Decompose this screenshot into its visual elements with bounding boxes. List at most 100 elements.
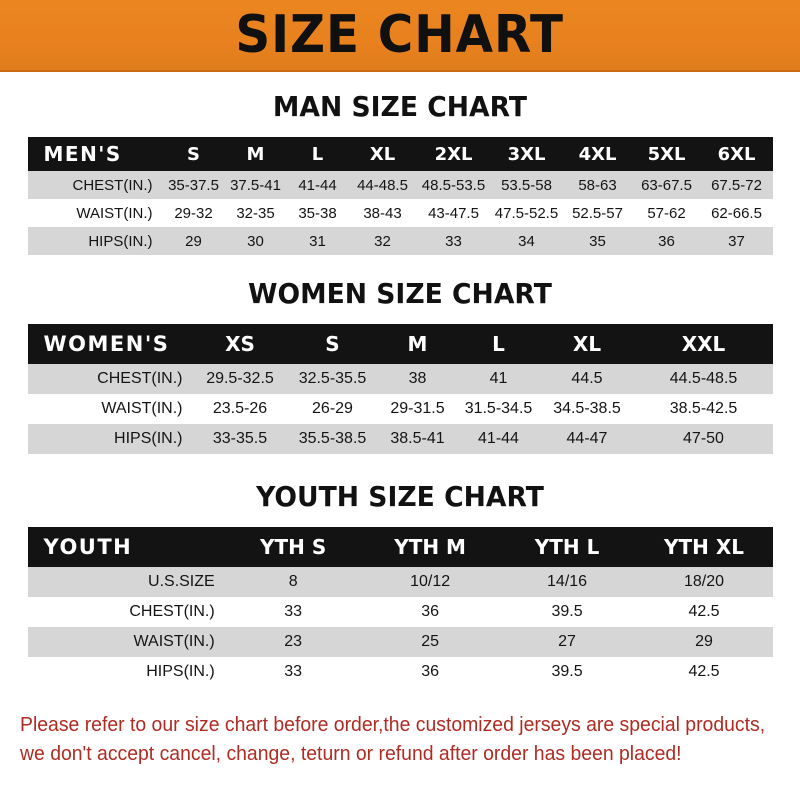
disclaimer-line-1: Please refer to our size chart before or… bbox=[20, 714, 766, 736]
man-cell-value: 36 bbox=[658, 232, 675, 250]
disclaimer-line-2: we don't accept cancel, change, teturn o… bbox=[20, 743, 682, 765]
women-column-header: XXL bbox=[681, 332, 726, 356]
women-cell-value: 44.5 bbox=[571, 370, 603, 387]
man-cell-value: 47.5-52.5 bbox=[494, 204, 559, 222]
youth-cell-value: 8 bbox=[288, 573, 298, 590]
man-table-corner-label: MEN'S bbox=[43, 142, 122, 166]
youth-cell-value: 25 bbox=[421, 633, 439, 650]
man-cell-value: 29 bbox=[185, 232, 202, 250]
man-cell-value: 32 bbox=[374, 232, 391, 250]
youth-cell-value: 42.5 bbox=[688, 603, 720, 620]
women-cell-value: 38.5-41 bbox=[390, 430, 445, 447]
man-column-header: M bbox=[246, 143, 265, 165]
man-table-header-row: MEN'S S M L XL 2XL 3XL 4XL 5XL 6XL bbox=[27, 137, 773, 171]
women-cell-value: 26-29 bbox=[312, 400, 353, 417]
women-cell-value: 29-31.5 bbox=[390, 400, 445, 417]
man-table-row: WAIST(IN.) 29-32 32-35 35-38 38-43 43-47.5 47.… bbox=[27, 199, 773, 227]
women-row-label: HIPS(IN.) bbox=[114, 430, 183, 447]
page-banner: SIZE CHART bbox=[0, 0, 800, 72]
women-column-header: XL bbox=[572, 332, 602, 356]
youth-size-table: YOUTH YTH S YTH M YTH L YTH XL U.S.SIZE 8 10/12… bbox=[27, 527, 773, 687]
man-row-label: HIPS(IN.) bbox=[88, 232, 153, 250]
youth-section-title: YOUTH SIZE CHART bbox=[256, 480, 544, 513]
youth-table-corner-label: YOUTH bbox=[43, 535, 133, 559]
man-cell-value: 34 bbox=[518, 232, 535, 250]
youth-cell-value: 27 bbox=[558, 633, 576, 650]
man-table-body: MEN'S S M L XL 2XL 3XL 4XL 5XL 6XL CHEST(IN.) 35-37… bbox=[27, 137, 773, 255]
women-cell-value: 23.5-26 bbox=[212, 400, 268, 417]
man-cell-value: 33 bbox=[445, 232, 462, 250]
man-row-label: WAIST(IN.) bbox=[76, 204, 153, 222]
women-cell-value: 44-47 bbox=[566, 430, 608, 447]
man-cell-value: 35 bbox=[589, 232, 606, 250]
women-row-label: WAIST(IN.) bbox=[101, 400, 183, 417]
youth-cell-value: 29 bbox=[695, 633, 713, 650]
youth-cell-value: 18/20 bbox=[683, 573, 725, 590]
women-table-row: HIPS(IN.) 33-35.5 35.5-38.5 38.5-41 41-44 44-… bbox=[27, 424, 773, 454]
man-cell-value: 30 bbox=[247, 232, 264, 250]
women-cell-value: 35.5-38.5 bbox=[298, 430, 367, 447]
man-cell-value: 53.5-58 bbox=[501, 176, 552, 194]
man-row-label: CHEST(IN.) bbox=[72, 176, 153, 194]
women-column-header: S bbox=[325, 332, 340, 356]
man-cell-value: 67.5-72 bbox=[711, 176, 762, 194]
disclaimer-text: Please refer to our size chart before or… bbox=[20, 711, 766, 769]
youth-cell-value: 33 bbox=[284, 663, 303, 680]
man-column-header: S bbox=[187, 143, 200, 165]
man-column-header: XL bbox=[369, 143, 396, 165]
women-cell-value: 31.5-34.5 bbox=[464, 400, 533, 417]
youth-table-row: WAIST(IN.) 23 25 27 29 bbox=[27, 627, 773, 657]
youth-table-row: U.S.SIZE 8 10/12 14/16 18/20 bbox=[27, 567, 773, 597]
man-column-header: L bbox=[311, 143, 324, 165]
youth-column-header: YTH S bbox=[260, 535, 327, 559]
man-cell-value: 37.5-41 bbox=[230, 176, 281, 194]
youth-cell-value: 10/12 bbox=[410, 573, 451, 590]
youth-row-label: CHEST(IN.) bbox=[129, 603, 215, 620]
youth-row-label: HIPS(IN.) bbox=[146, 663, 215, 680]
man-cell-value: 35-38 bbox=[298, 204, 337, 222]
youth-column-header: YTH XL bbox=[664, 535, 744, 559]
women-table-row: CHEST(IN.) 29.5-32.5 32.5-35.5 38 41 44.5 44.5… bbox=[27, 364, 773, 394]
women-cell-value: 47-50 bbox=[683, 430, 724, 447]
man-cell-value: 62-66.5 bbox=[711, 204, 762, 222]
man-cell-value: 52.5-57 bbox=[572, 204, 623, 222]
youth-table-row: HIPS(IN.) 33 36 39.5 42.5 bbox=[27, 657, 773, 687]
man-cell-value: 38-43 bbox=[363, 204, 402, 222]
man-table-row: HIPS(IN.) 29 30 31 32 33 34 35 36 37 bbox=[27, 227, 773, 255]
youth-cell-value: 33 bbox=[284, 603, 303, 620]
youth-cell-value: 14/16 bbox=[547, 573, 588, 590]
women-column-header: M bbox=[407, 332, 428, 356]
man-section-title: MAN SIZE CHART bbox=[272, 90, 528, 123]
man-column-header: 3XL bbox=[507, 143, 546, 165]
women-size-table: WOMEN'S XS S M L XL XXL CHEST(IN.) 29.5-32.5 32.5… bbox=[27, 324, 773, 454]
youth-column-header: YTH L bbox=[534, 535, 600, 559]
page-title: SIZE CHART bbox=[235, 5, 565, 65]
women-cell-value: 44.5-48.5 bbox=[669, 370, 738, 387]
women-table-header-row: WOMEN'S XS S M L XL XXL bbox=[27, 324, 773, 364]
women-row-label: CHEST(IN.) bbox=[97, 370, 183, 387]
youth-row-label: U.S.SIZE bbox=[148, 573, 215, 590]
women-section-title: WOMEN SIZE CHART bbox=[248, 277, 552, 310]
youth-cell-value: 36 bbox=[421, 603, 439, 620]
women-table-row: WAIST(IN.) 23.5-26 26-29 29-31.5 31.5-34.5 34… bbox=[27, 394, 773, 424]
man-cell-value: 32-35 bbox=[236, 204, 275, 222]
youth-cell-value: 39.5 bbox=[551, 603, 583, 620]
women-column-header: L bbox=[492, 332, 505, 356]
youth-row-label: WAIST(IN.) bbox=[133, 633, 215, 650]
man-column-header: 4XL bbox=[578, 143, 617, 165]
man-column-header: 2XL bbox=[434, 143, 473, 165]
youth-table-row: CHEST(IN.) 33 36 39.5 42.5 bbox=[27, 597, 773, 627]
women-cell-value: 33-35.5 bbox=[212, 430, 268, 447]
man-cell-value: 63-67.5 bbox=[641, 176, 692, 194]
man-cell-value: 35-37.5 bbox=[168, 176, 219, 194]
man-cell-value: 44-48.5 bbox=[357, 176, 408, 194]
youth-cell-value: 42.5 bbox=[688, 663, 720, 680]
man-cell-value: 57-62 bbox=[647, 204, 686, 222]
man-cell-value: 31 bbox=[309, 232, 326, 250]
man-cell-value: 48.5-53.5 bbox=[421, 176, 486, 194]
youth-column-header: YTH M bbox=[394, 535, 466, 559]
women-cell-value: 41 bbox=[489, 370, 508, 387]
women-cell-value: 29.5-32.5 bbox=[206, 370, 274, 387]
youth-cell-value: 23 bbox=[284, 633, 303, 650]
youth-cell-value: 36 bbox=[421, 663, 439, 680]
